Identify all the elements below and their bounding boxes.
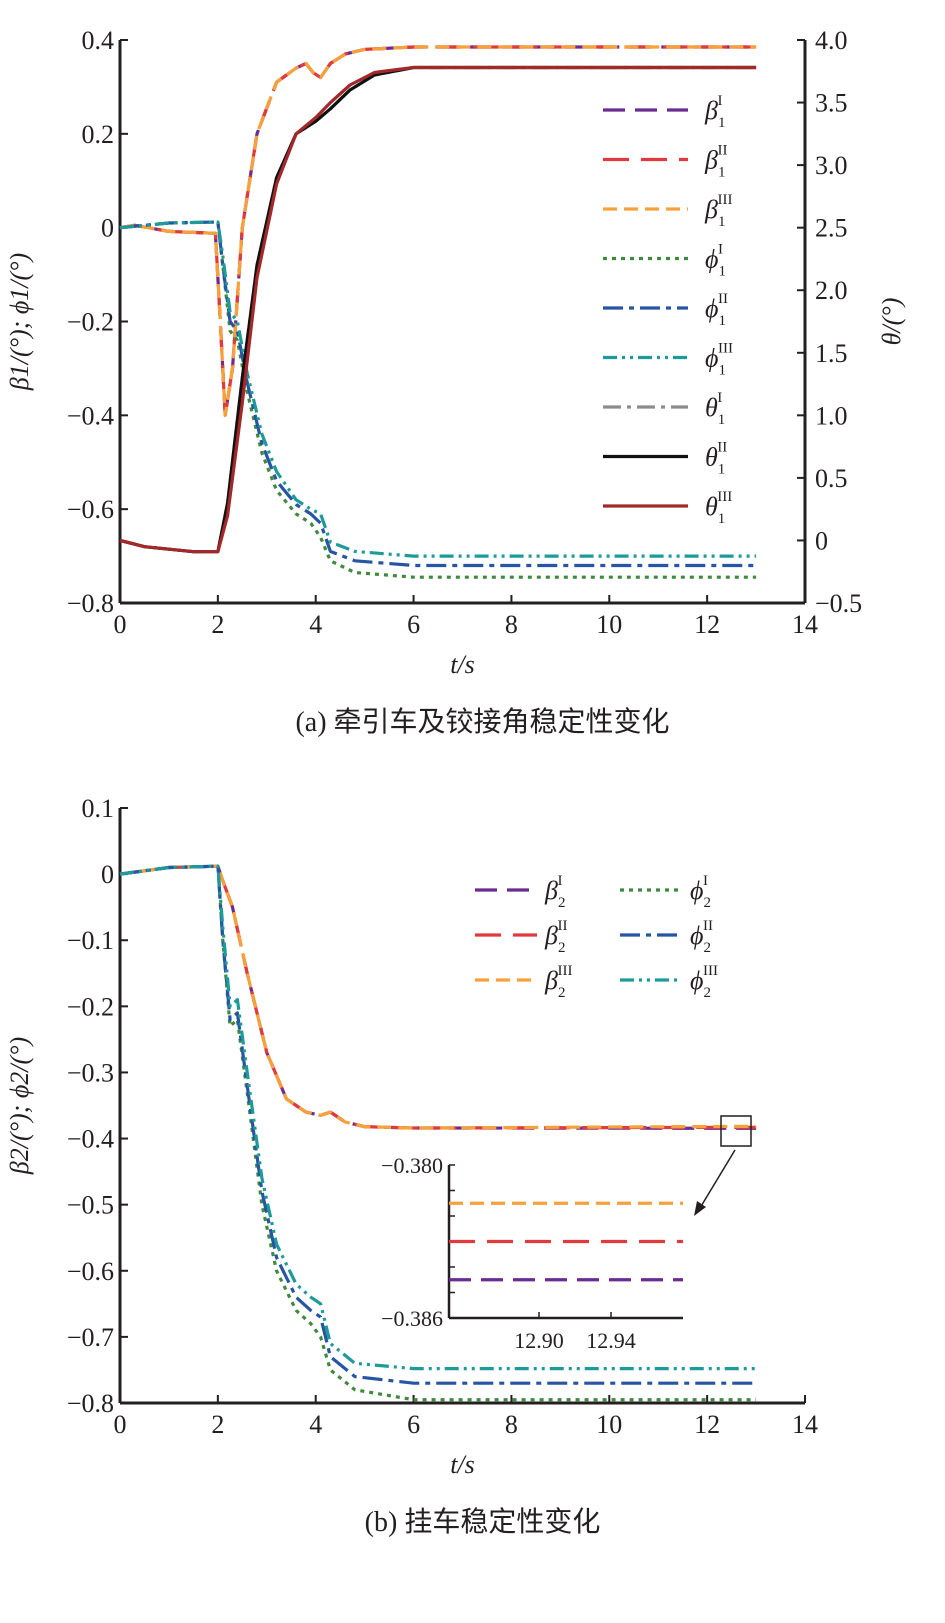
legend-label: θ1II [705,440,727,478]
legend-label: ϕ1I [705,242,726,280]
legend-label: ϕ2III [690,963,718,1001]
y-tick-label: −0.5 [67,1191,114,1220]
legend-label: β1I [704,93,725,131]
zoom-box [720,1115,752,1147]
y2-tick-label: 4.0 [815,26,848,55]
series-line-ϕ1-I [119,220,757,579]
y-tick-label: 0 [101,860,114,889]
series-line-ϕ2-II [119,864,757,1385]
y2-tick-label: 3.5 [815,89,848,118]
panel-b: 0 2 4 6 8 10 12 14 0.1 0 −0.1 −0.2 −0.3 −0.4 −0.5 −0.6 −… [5,794,818,1538]
x-tick-label: 10 [596,1410,622,1439]
x-tick-label: 6 [407,1410,420,1439]
y-tick-label: −0.2 [67,992,114,1021]
y-tick-label: −0.8 [67,589,114,618]
y-tick-label: −0.4 [67,1125,114,1154]
y-tick-label: 0.4 [82,26,115,55]
y-tick-label: −0.4 [67,401,114,430]
series-line-ϕ1-III [119,220,757,558]
legend-label: ϕ2II [690,918,713,956]
series-line-θ1-III [119,65,757,554]
legend-b: β2I β2II β2III ϕ2I ϕ2II ϕ2III [475,873,718,1001]
y-tick-label: 0 [101,214,114,243]
y-tick-label: −0.2 [67,308,114,337]
legend-label: ϕ2I [690,873,711,911]
panel-a: 0 2 4 6 8 10 12 14 0.4 0.2 0 −0.2 −0.4 −0.6 −0.8 4.0 3.5… [5,26,906,738]
inset-x-tick-label: 12.90 [514,1328,564,1353]
series-line-β1-I [119,45,757,417]
series-line-ϕ2-III [119,864,757,1371]
y2-tick-label: −0.5 [815,589,862,618]
x-tick-label: 8 [505,1410,518,1439]
y2-tick-label: 1.0 [815,401,848,430]
y2-tick-label: 3.0 [815,151,848,180]
series-line-β1-II [119,45,757,417]
y-tick-label: 0.2 [82,120,115,149]
y-axis-title: β1/(°); ϕ1/(°) [5,253,34,391]
zoom-arrow [699,1149,736,1209]
y-tick-label: −0.1 [67,926,114,955]
legend-label: θ1III [705,489,732,527]
x-tick-label: 4 [309,610,322,639]
legend-label: β1III [704,192,732,230]
legend-label: θ1I [705,390,725,428]
series-line-β2-III [119,864,757,1130]
x-tick-label: 8 [505,610,518,639]
y2-tick-label: 2.5 [815,214,848,243]
x-tick-label: 14 [792,1410,818,1439]
x-tick-label: 12 [694,1410,720,1439]
x-tick-label: 0 [114,610,127,639]
x-tick-label: 2 [211,610,224,639]
x-tick-label: 14 [792,610,818,639]
legend-label: β1II [704,143,727,181]
y-tick-label: −0.8 [67,1389,114,1418]
legend-label: ϕ1II [705,291,728,329]
y2-tick-label: 1.5 [815,339,848,368]
y2-tick-label: 0.5 [815,464,848,493]
series-line-β1-III [119,45,757,417]
inset-y-tick-label: −0.386 [381,1306,443,1331]
y2-tick-label: 0 [815,526,828,555]
x-tick-label: 10 [596,610,622,639]
x-tick-label: 0 [114,1410,127,1439]
legend-label: β2I [544,873,565,911]
y-tick-label: 0.1 [82,794,115,823]
series-line-ϕ1-II [119,220,757,568]
x-tick-label: 6 [407,610,420,639]
y-tick-label: −0.6 [67,1257,114,1286]
x-tick-label: 4 [309,1410,322,1439]
zoom-arrow-head [694,1201,706,1216]
figure-caption: (b) 挂车稳定性变化 [365,1506,601,1538]
legend-label: β2II [544,918,567,956]
legend-label: ϕ1III [705,341,733,379]
legend-a: β1I β1II β1III ϕ1I ϕ1II ϕ1III θ1I θ1II θ1III [603,93,733,527]
inset-zoom: −0.380 −0.386 12.90 12.94 [381,1115,752,1353]
y-tick-label: −0.3 [67,1058,114,1087]
series-line-θ1-II [119,65,757,554]
series-line-β2-II [119,864,757,1130]
y2-axis-title: θ/(°) [877,298,906,346]
x-tick-label: 12 [694,610,720,639]
x-axis-title: t/s [450,1450,475,1479]
y2-tick-label: 2.0 [815,276,848,305]
inset-x-tick-label: 12.94 [586,1328,636,1353]
x-axis-title: t/s [450,650,475,679]
y-tick-label: −0.6 [67,495,114,524]
series-line-θ1-I [119,65,757,554]
y-tick-label: −0.7 [67,1323,114,1352]
y-axis-title: β2/(°); ϕ2/(°) [5,1037,34,1175]
series-line-ϕ2-I [119,864,757,1402]
inset-y-tick-label: −0.380 [381,1153,443,1178]
series-line-β2-I [119,864,757,1130]
figure-caption: (a) 牵引车及铰接角稳定性变化 [295,706,669,738]
x-tick-label: 2 [211,1410,224,1439]
legend-label: β2III [544,963,572,1001]
